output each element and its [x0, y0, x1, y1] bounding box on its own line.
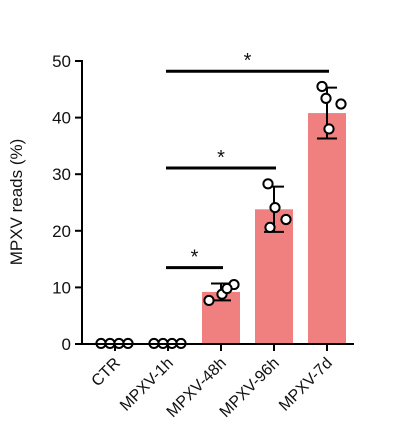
significance-brackets: * * *: [166, 50, 329, 270]
y-tick-label: 0: [62, 335, 71, 354]
significance-label: *: [244, 50, 252, 72]
significance-label: *: [191, 247, 199, 269]
data-point: [269, 201, 281, 214]
data-point: [221, 282, 233, 295]
data-point: [264, 221, 276, 234]
data-point: [262, 178, 274, 190]
significance-bracket: *: [166, 50, 329, 73]
x-tick-label: CTR: [89, 355, 124, 390]
y-axis: 0 10 20 30 40 50: [52, 52, 83, 354]
y-tick-label: 10: [52, 278, 71, 297]
data-point: [316, 80, 328, 93]
bar-mpxv-7d: [308, 113, 346, 345]
significance-bracket: *: [166, 247, 223, 270]
x-tick-label: MPXV-7d: [276, 355, 336, 415]
y-tick-label: 50: [52, 52, 71, 71]
significance-label: *: [217, 147, 225, 169]
data-point: [335, 98, 347, 110]
data-point: [320, 92, 332, 104]
data-point: [323, 123, 335, 135]
significance-bracket: *: [166, 147, 276, 170]
y-tick-label: 40: [52, 109, 71, 128]
y-tick-label: 30: [52, 165, 71, 184]
y-tick-label: 20: [52, 222, 71, 241]
data-point: [280, 213, 292, 226]
y-axis-label: MPXV reads (%): [7, 139, 26, 266]
data-point: [203, 294, 215, 307]
